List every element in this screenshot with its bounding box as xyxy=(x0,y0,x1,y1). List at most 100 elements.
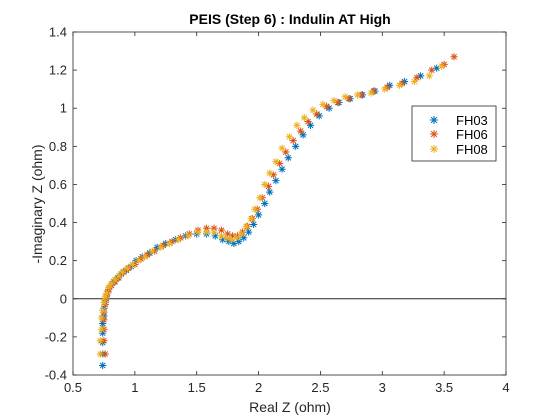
point-fh08-12 xyxy=(118,268,127,276)
legend-marker-fh06 xyxy=(430,130,438,138)
point-fh08-47 xyxy=(381,85,389,93)
point-fh03-4 xyxy=(99,319,107,328)
point-fh06-23 xyxy=(203,224,211,232)
point-fh06-0 xyxy=(101,350,109,358)
y-tick-label: 0.4 xyxy=(49,215,67,230)
point-fh08-43 xyxy=(330,97,338,105)
point-fh08-11 xyxy=(115,272,123,280)
legend-marker-fh08 xyxy=(430,145,438,153)
point-fh08-34 xyxy=(261,180,269,189)
legend-label-fh08: FH08 xyxy=(456,142,488,157)
point-fh06-38 xyxy=(289,137,297,145)
y-tick-label: -0.4 xyxy=(45,368,67,383)
point-fh06-24 xyxy=(210,224,218,232)
point-fh03-40 xyxy=(292,142,300,150)
x-axis-label: Real Z (ohm) xyxy=(249,399,331,415)
point-fh08-37 xyxy=(278,144,286,152)
point-fh08-20 xyxy=(174,236,182,244)
point-fh08-2 xyxy=(97,325,106,333)
point-fh03-3 xyxy=(99,329,107,337)
x-tick-label: 4 xyxy=(502,380,509,395)
point-fh06-1 xyxy=(100,337,108,345)
point-fh08-15 xyxy=(134,257,143,265)
legend-label-fh06: FH06 xyxy=(456,127,488,142)
point-fh06-25 xyxy=(217,226,226,234)
y-tick-label: 0.8 xyxy=(49,139,67,154)
point-fh08-41 xyxy=(309,106,317,114)
point-fh08-25 xyxy=(217,232,226,240)
point-fh06-43 xyxy=(334,98,342,107)
point-fh08-16 xyxy=(141,253,149,261)
chart-title: PEIS (Step 6) : Indulin AT High xyxy=(189,11,390,27)
y-tick-label: 0.6 xyxy=(49,177,67,192)
point-fh06-40 xyxy=(304,117,312,126)
point-fh03-26 xyxy=(211,232,219,240)
point-fh06-34 xyxy=(264,182,273,190)
y-tick-label: -0.2 xyxy=(45,329,67,344)
point-fh03-51 xyxy=(417,72,425,80)
point-fh08-6 xyxy=(101,293,109,301)
point-fh08-24 xyxy=(210,228,218,236)
point-fh08-21 xyxy=(184,232,192,240)
point-fh08-42 xyxy=(319,100,327,109)
x-tick-label: 0.5 xyxy=(64,380,82,395)
legend-label-fh03: FH03 xyxy=(456,113,488,128)
point-fh06-49 xyxy=(413,74,421,82)
point-fh06-44 xyxy=(345,95,353,103)
point-fh08-39 xyxy=(293,121,301,129)
point-fh08-35 xyxy=(266,169,274,177)
point-fh08-38 xyxy=(285,133,294,141)
y-ticks: -0.4 -0.2 0 0.2 0.4 0.6 0.8 1 1.2 1.4 xyxy=(45,25,506,383)
point-fh08-10 xyxy=(111,276,119,284)
x-tick-label: 1 xyxy=(131,380,138,395)
point-fh08-23 xyxy=(203,228,211,236)
point-fh08-51 xyxy=(438,62,446,70)
point-fh03-30 xyxy=(235,238,243,246)
y-tick-label: 1.4 xyxy=(49,25,67,40)
point-fh08-44 xyxy=(341,93,349,101)
point-fh08-46 xyxy=(367,89,375,97)
point-fh03-33 xyxy=(250,220,258,229)
axes xyxy=(72,31,507,376)
point-fh06-27 xyxy=(228,232,237,240)
x-tick-label: 2 xyxy=(255,380,262,395)
point-fh08-49 xyxy=(410,77,419,86)
point-fh06-26 xyxy=(224,230,232,238)
legend-box xyxy=(411,105,497,162)
point-fh08-19 xyxy=(165,239,174,248)
point-fh03-20 xyxy=(153,243,161,251)
point-fh08-30 xyxy=(242,222,250,230)
point-fh08-5 xyxy=(100,298,108,307)
point-fh08-50 xyxy=(425,72,433,80)
x-tick-label: 3 xyxy=(379,380,386,395)
y-axis-label: -Imaginary Z (ohm) xyxy=(29,144,45,263)
point-fh08-14 xyxy=(128,260,136,269)
data-markers xyxy=(96,53,458,370)
point-fh08-40 xyxy=(300,114,308,122)
point-fh08-29 xyxy=(237,230,245,238)
point-fh06-42 xyxy=(323,102,331,110)
plot-area xyxy=(73,32,506,375)
point-fh03-41 xyxy=(299,131,307,139)
point-fh06-45 xyxy=(357,91,365,99)
point-fh08-9 xyxy=(107,279,115,288)
point-fh08-1 xyxy=(96,337,104,345)
point-fh03-52 xyxy=(433,64,441,72)
point-fh03-34 xyxy=(254,211,263,219)
point-fh08-0 xyxy=(96,350,104,358)
x-tick-label: 3.5 xyxy=(435,380,453,395)
legend-markers xyxy=(430,116,438,153)
point-fh06-41 xyxy=(313,110,321,118)
y-tick-label: 1 xyxy=(60,101,67,116)
point-fh08-18 xyxy=(157,243,165,251)
point-fh03-27 xyxy=(219,236,227,244)
point-fh03-36 xyxy=(266,188,274,196)
point-fh08-8 xyxy=(105,283,113,291)
point-fh08-31 xyxy=(247,215,255,223)
y-tick-label: 1.2 xyxy=(49,63,67,78)
x-tick-label: 2.5 xyxy=(311,380,329,395)
point-fh08-3 xyxy=(97,314,106,322)
point-fh08-48 xyxy=(396,81,404,89)
point-fh08-17 xyxy=(148,247,156,255)
